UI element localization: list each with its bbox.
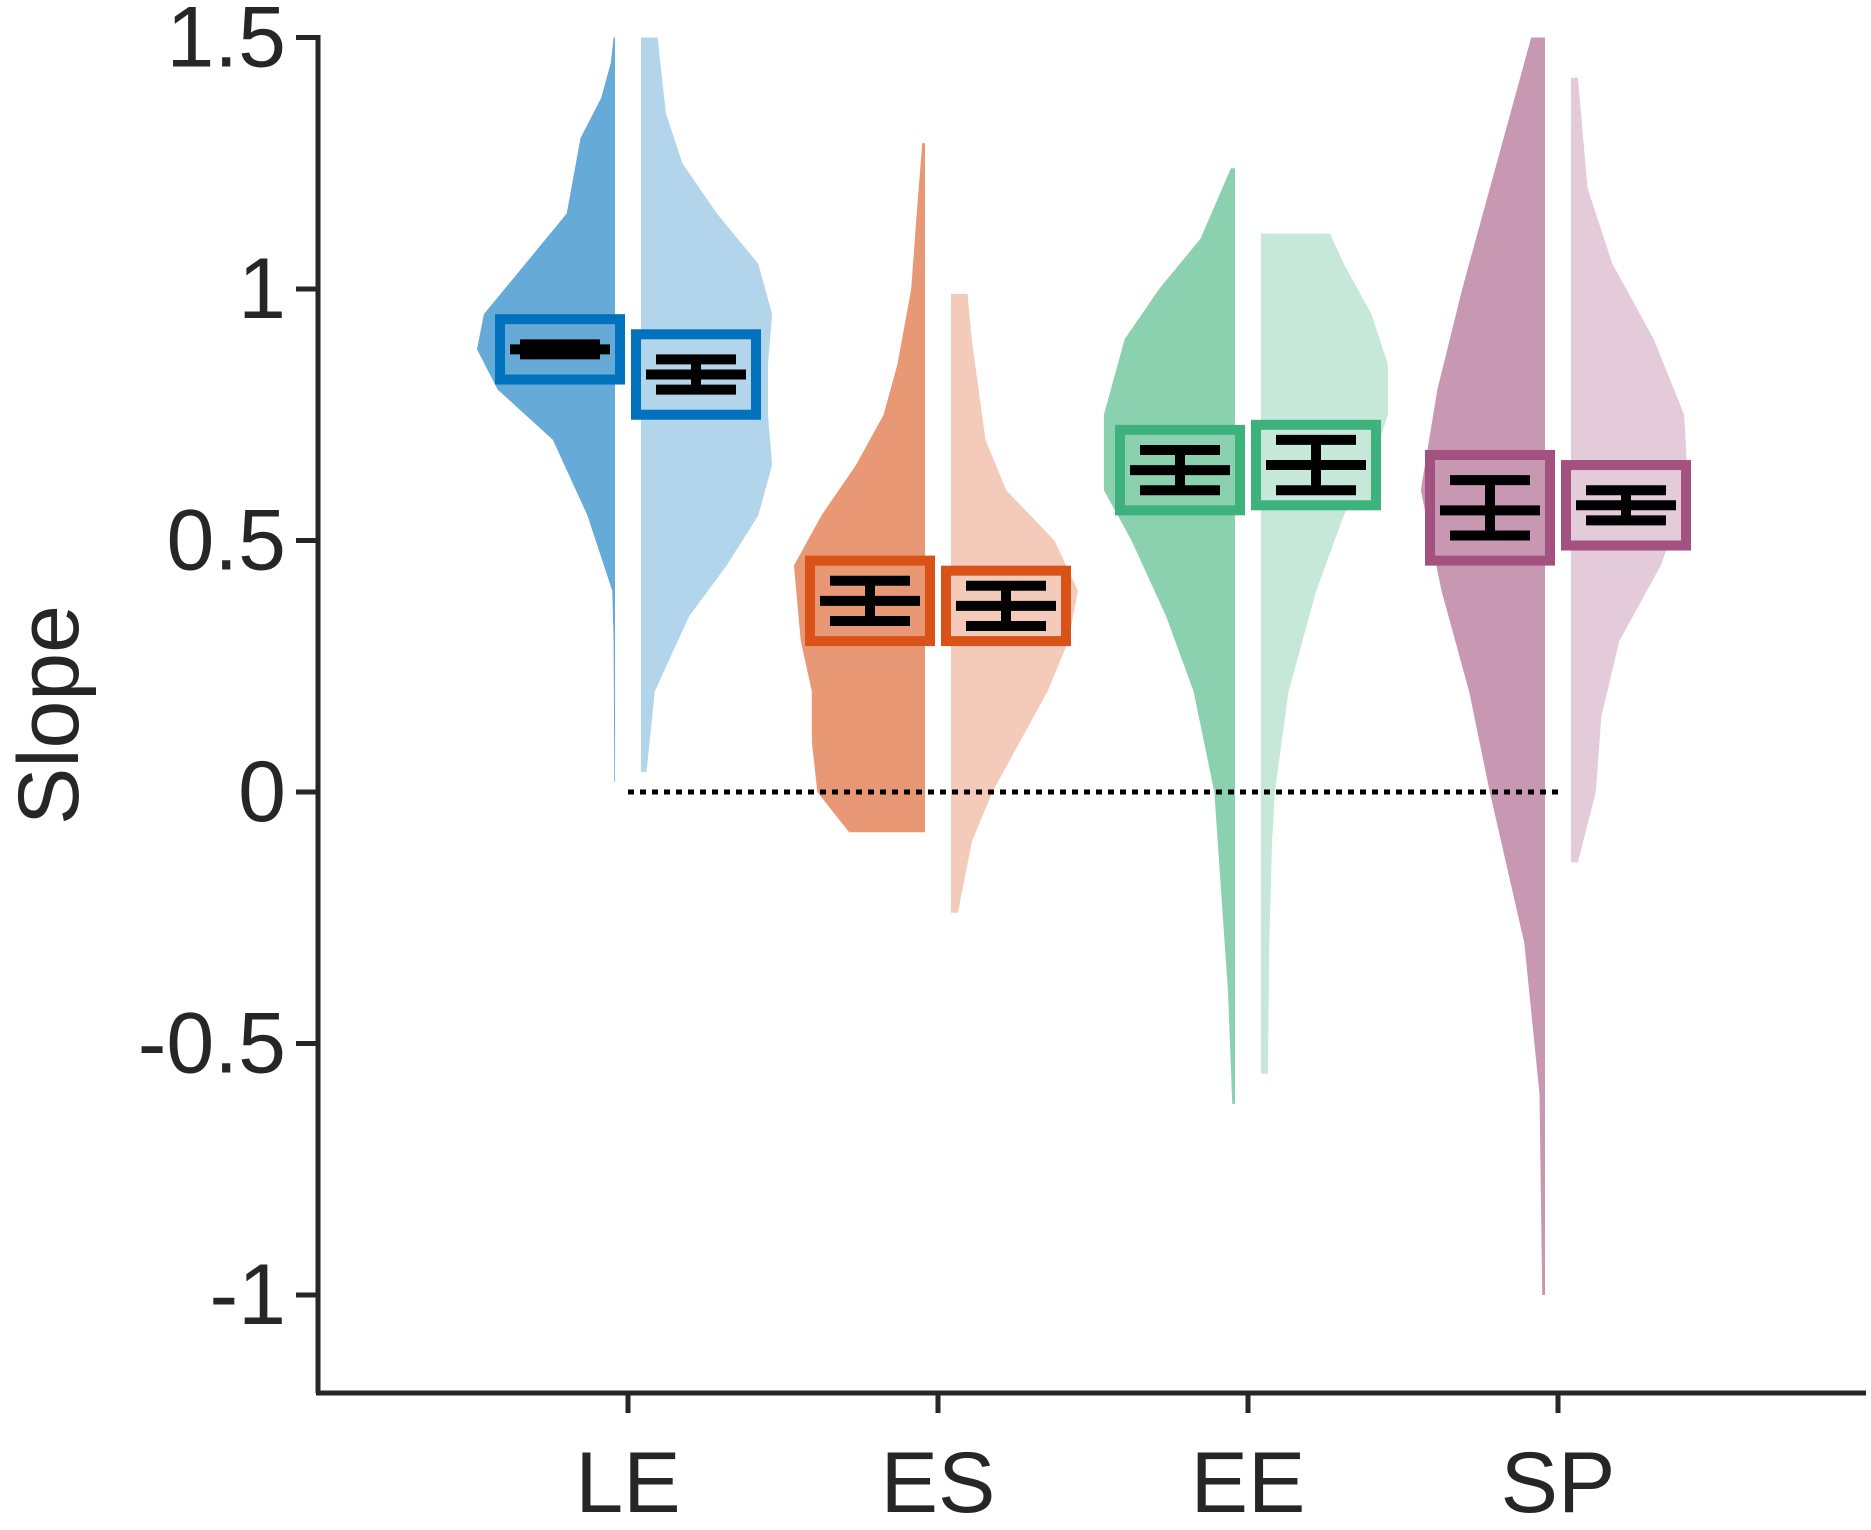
violin-ee-left [1103,168,1235,1104]
violin-ee-right [1261,233,1388,1074]
violin-le-left [477,37,615,782]
axes-layer: -1 -0.5 0 0.5 1 1.5 LE ES EE SP [138,0,1866,1530]
x-tick-label: LE [575,1435,680,1525]
x-tick-label: EE [1191,1435,1306,1525]
violin-es-left [793,143,925,833]
x-tick-label: ES [881,1435,996,1525]
y-tick-label: 1 [238,241,286,337]
x-tick-label: SP [1501,1435,1616,1525]
y-axis-label: Slope [1,605,97,825]
violins-layer [477,37,1689,1295]
y-tick-label: -1 [210,1247,286,1343]
y-tick-label: 1.5 [166,0,286,86]
violin-sp-left [1420,37,1545,1295]
y-tick-label: 0.5 [166,493,286,589]
y-tick-label: -0.5 [138,996,286,1092]
y-tick-label: 0 [238,744,286,840]
mean-boxes-layer [495,314,1691,647]
